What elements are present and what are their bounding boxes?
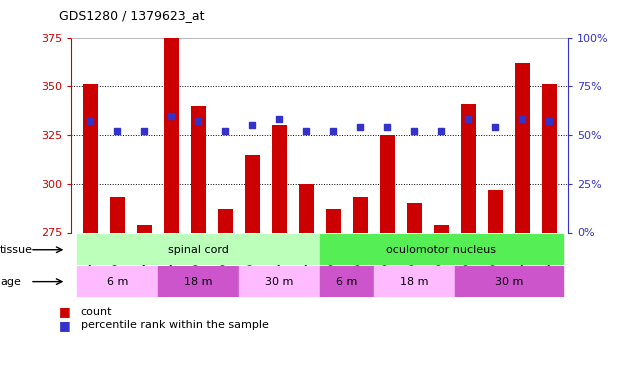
Point xyxy=(247,122,257,128)
Bar xyxy=(245,154,260,232)
Text: GDS1280 / 1379623_at: GDS1280 / 1379623_at xyxy=(59,9,204,22)
Bar xyxy=(272,125,287,232)
Bar xyxy=(455,266,563,297)
Bar xyxy=(542,84,557,232)
Bar xyxy=(434,225,449,232)
Text: 30 m: 30 m xyxy=(265,277,294,286)
Text: 18 m: 18 m xyxy=(184,277,212,286)
Text: count: count xyxy=(81,307,112,317)
Bar xyxy=(515,63,530,232)
Point xyxy=(220,128,230,134)
Bar xyxy=(77,266,158,297)
Text: age: age xyxy=(0,277,21,286)
Text: 6 m: 6 m xyxy=(107,277,128,286)
Bar xyxy=(407,203,422,232)
Bar xyxy=(374,266,455,297)
Bar xyxy=(158,266,239,297)
Text: ■: ■ xyxy=(59,306,71,318)
Point xyxy=(112,128,122,134)
Bar xyxy=(326,209,341,232)
Text: percentile rank within the sample: percentile rank within the sample xyxy=(81,320,269,330)
Point xyxy=(166,112,176,118)
Bar xyxy=(218,209,233,232)
Bar xyxy=(239,266,320,297)
Bar xyxy=(353,197,368,232)
Point xyxy=(85,118,95,124)
Point xyxy=(517,116,527,122)
Point xyxy=(274,116,284,122)
Bar xyxy=(488,190,503,232)
Bar xyxy=(299,184,314,232)
Text: oculomotor nucleus: oculomotor nucleus xyxy=(386,245,496,255)
Point xyxy=(139,128,149,134)
Bar xyxy=(137,225,152,232)
Point xyxy=(383,124,392,130)
Bar xyxy=(461,104,476,232)
Bar xyxy=(320,266,374,297)
Bar xyxy=(83,84,97,232)
Point xyxy=(193,118,203,124)
Point xyxy=(355,124,365,130)
Point xyxy=(491,124,501,130)
Text: 18 m: 18 m xyxy=(400,277,428,286)
Point xyxy=(409,128,419,134)
Point xyxy=(329,128,338,134)
Point xyxy=(437,128,446,134)
Bar xyxy=(380,135,395,232)
Text: spinal cord: spinal cord xyxy=(168,245,229,255)
Bar xyxy=(191,106,206,232)
Text: 30 m: 30 m xyxy=(495,277,523,286)
Text: 6 m: 6 m xyxy=(336,277,358,286)
Point xyxy=(463,116,473,122)
Bar xyxy=(164,38,179,232)
Text: ■: ■ xyxy=(59,319,71,332)
Text: tissue: tissue xyxy=(0,245,33,255)
Point xyxy=(545,118,555,124)
Bar xyxy=(110,197,125,232)
Bar xyxy=(77,234,320,265)
Bar xyxy=(320,234,563,265)
Point xyxy=(301,128,311,134)
